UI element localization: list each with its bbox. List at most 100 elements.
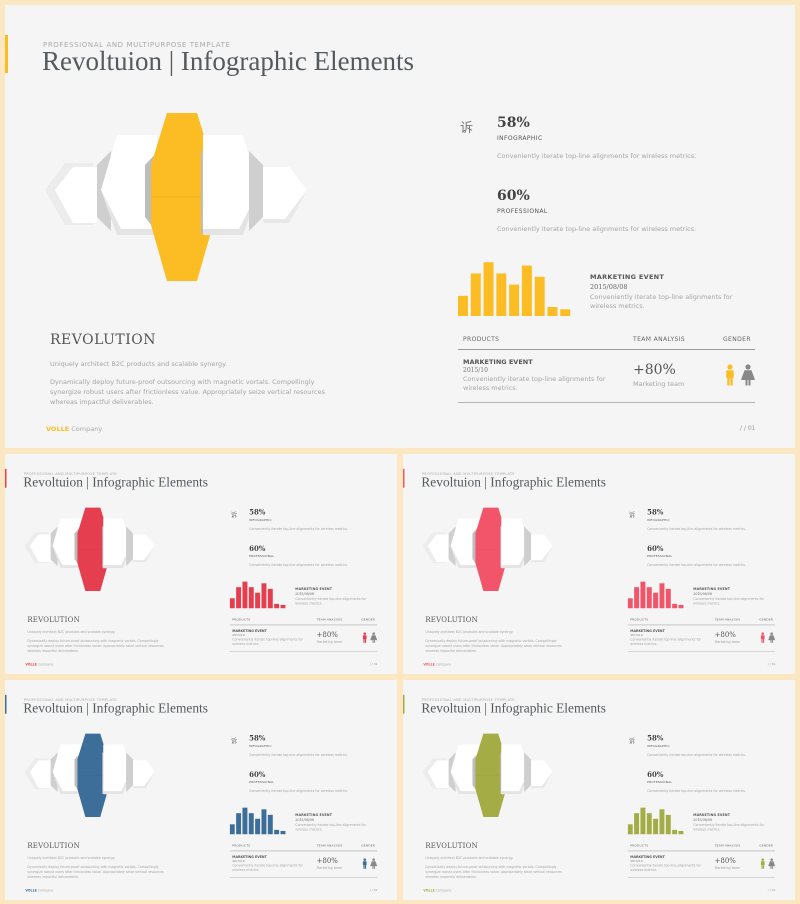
cell-team: +80% Marketing team — [317, 631, 342, 644]
female-icon — [370, 632, 378, 643]
brand-company: Company — [435, 662, 452, 667]
footer-brand: VOLLE Company — [46, 425, 102, 433]
team-label: Marketing team — [633, 380, 685, 388]
slide-stage: PROFESSIONAL AND MULTIPURPOSE TEMPLATE R… — [5, 680, 397, 900]
slide-title: Revoltuion | Infographic Elements — [421, 474, 606, 490]
stat-desc: Conveniently iterate top-line alignments… — [647, 789, 746, 794]
accent-bar — [403, 694, 405, 714]
page-number: / / 01 — [740, 425, 756, 432]
bar — [236, 587, 242, 609]
stat-value: 58% — [249, 734, 266, 743]
slide-stage: PROFESSIONAL AND MULTIPURPOSE TEMPLATE R… — [403, 680, 795, 900]
hexagon-graphic — [24, 507, 155, 591]
bar — [248, 813, 254, 835]
hex-left-inner-shade — [101, 190, 157, 235]
cell-team: +80% Marketing team — [633, 362, 684, 388]
bar — [640, 807, 646, 835]
bar — [458, 295, 468, 316]
table-row: MARKETING EVENT 2015/10 Conveniently ite… — [627, 625, 776, 652]
bar — [267, 814, 273, 835]
stat-value: 58% — [647, 734, 664, 743]
hex-right-inner — [501, 518, 530, 569]
hex-left-outer-face — [29, 534, 51, 563]
stat-value: 58% — [497, 115, 530, 131]
slide-stage: PROFESSIONAL AND MULTIPURPOSE TEMPLATE R… — [5, 5, 795, 448]
product-title: MARKETING EVENT — [232, 855, 267, 860]
hex-right-inner-shade — [103, 771, 132, 795]
revolution-title: REVOLUTION — [27, 842, 80, 851]
event-desc: Conveniently iterate top-line alignments… — [693, 596, 764, 606]
page-number: / / 01 — [369, 888, 378, 892]
header-gender: GENDER — [723, 336, 751, 343]
bar-chart — [458, 262, 571, 316]
footer-brand: VOLLE Company — [423, 662, 451, 666]
event-date: 2015/08/08 — [295, 817, 314, 822]
cell-product: MARKETING EVENT 2015/10 Conveniently ite… — [630, 855, 704, 872]
stat-value: 58% — [249, 508, 266, 517]
bar — [646, 587, 652, 609]
bar — [242, 581, 248, 609]
header-gender: GENDER — [361, 618, 376, 622]
header-products: PRODUCTS — [232, 844, 251, 848]
marketing-event: MARKETING EVENT 2015/08/08 Conveniently … — [590, 273, 760, 311]
product-date: 2015/10 — [463, 367, 488, 374]
hex-right-inner — [501, 744, 530, 795]
stat-desc: Conveniently iterate top-line alignments… — [249, 563, 348, 568]
male-icon — [362, 632, 367, 643]
hex-left-inner — [52, 744, 81, 795]
accent-bar — [5, 694, 7, 714]
marketing-event: MARKETING EVENT 2015/08/08 Conveniently … — [693, 813, 777, 832]
hex-right-outer-face — [531, 534, 553, 563]
slide-olive: PROFESSIONAL AND MULTIPURPOSE TEMPLATE R… — [403, 680, 795, 900]
header-products: PRODUCTS — [630, 618, 649, 622]
accent-bar — [5, 468, 7, 488]
bar — [274, 829, 280, 835]
stat-value: 60% — [647, 770, 664, 779]
hex-left-inner-shade — [450, 545, 479, 569]
revolution-body: Dynamically deploy future-proof outsourc… — [425, 639, 562, 653]
slide-title: Revoltuion | Infographic Elements — [42, 46, 415, 76]
product-title: MARKETING EVENT — [630, 855, 665, 860]
table-row: MARKETING EVENT 2015/10 Conveniently ite… — [458, 350, 755, 403]
bar — [665, 814, 671, 835]
table-row: MARKETING EVENT 2015/10 Conveniently ite… — [627, 851, 776, 878]
page-number: / / 01 — [767, 888, 776, 892]
stat-label: PROFESSIONAL — [249, 780, 275, 785]
table-header: PRODUCTS TEAM ANALYSIS GENDER — [627, 843, 776, 852]
event-title: MARKETING EVENT — [693, 812, 731, 817]
hex-left-outer-face — [55, 167, 97, 223]
bar — [627, 598, 633, 609]
stat-desc: Conveniently iterate top-line alignments… — [647, 752, 746, 757]
product-date: 2015/10 — [630, 633, 643, 638]
hex-center-accent — [475, 733, 507, 817]
stat-icon: 诉 — [230, 737, 238, 746]
revolution-lead: Uniquely architect B2C products and scal… — [27, 630, 116, 635]
slide-stage: PROFESSIONAL AND MULTIPURPOSE TEMPLATE R… — [403, 454, 795, 674]
hex-left-inner-shade — [450, 771, 479, 795]
hex-center-accent — [77, 733, 109, 817]
marketing-event: MARKETING EVENT 2015/08/08 Conveniently … — [693, 587, 777, 606]
team-value: +80% — [714, 631, 736, 640]
bar — [255, 592, 261, 609]
product-desc: Conveniently iterate top-line alignments… — [630, 863, 701, 873]
hex-right-outer-face — [133, 534, 155, 563]
bar — [653, 592, 659, 609]
product-desc: Conveniently iterate top-line alignments… — [232, 637, 303, 647]
stat-desc: Conveniently iterate top-line alignments… — [497, 152, 697, 160]
stat-desc: Conveniently iterate top-line alignments… — [647, 526, 746, 531]
stat-label: PROFESSIONAL — [249, 554, 275, 559]
hex-left-inner — [450, 744, 479, 795]
male-icon — [760, 858, 765, 869]
bar — [659, 809, 665, 835]
bar — [470, 273, 481, 316]
brand-company: Company — [435, 888, 452, 893]
table-header: PRODUCTS TEAM ANALYSIS GENDER — [458, 333, 755, 350]
female-icon — [741, 364, 755, 386]
product-date: 2015/10 — [232, 859, 245, 864]
bar — [261, 809, 267, 835]
event-title: MARKETING EVENT — [295, 812, 333, 817]
hex-right-outer-face — [531, 760, 553, 789]
stat-label: INFOGRAPHIC — [249, 744, 272, 748]
slide-pink: PROFESSIONAL AND MULTIPURPOSE TEMPLATE R… — [403, 454, 795, 674]
header-team-analysis: TEAM ANALYSIS — [714, 844, 741, 848]
